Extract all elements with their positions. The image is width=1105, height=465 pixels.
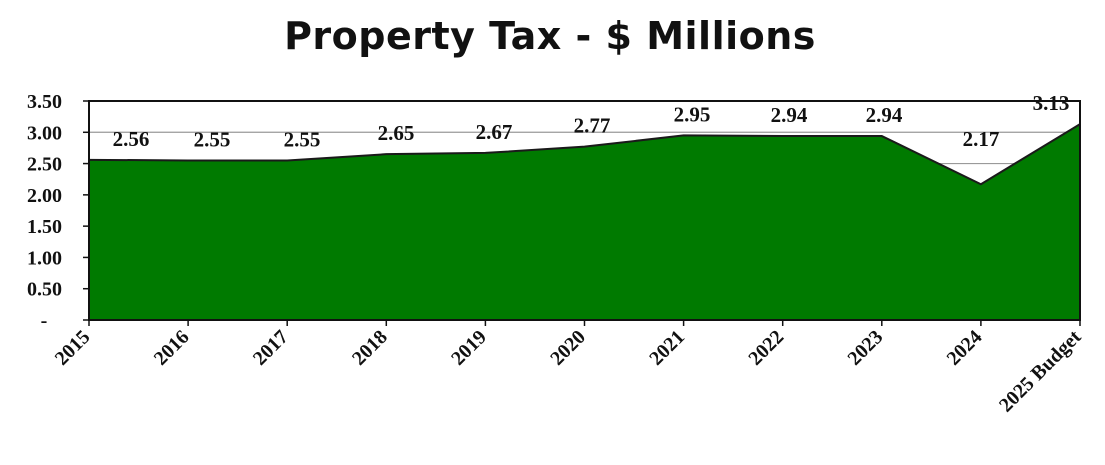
data-labels: 2.56 2.55 2.55 2.65 2.67 2.77 2.95 2.94 2.94 2.17… <box>113 91 1070 151</box>
data-label: 3.13 <box>1033 91 1070 115</box>
x-tick-label: 2025 Budget <box>995 326 1086 417</box>
y-axis: - 0.50 1.00 1.50 2.00 2.50 3.00 3.50 <box>27 91 89 332</box>
x-tick-label: 2023 <box>843 326 887 370</box>
series-area <box>88 123 1081 320</box>
data-label: 2.77 <box>574 114 611 138</box>
data-label: 2.67 <box>476 120 513 144</box>
data-label: 2.94 <box>771 103 808 127</box>
y-tick-label: 2.00 <box>27 185 62 207</box>
x-tick-label: 2015 <box>51 326 95 370</box>
x-tick-label: 2017 <box>249 326 293 370</box>
x-tick-label: 2020 <box>546 326 590 370</box>
data-label: 2.95 <box>674 102 711 126</box>
x-tick-label: 2016 <box>150 326 194 370</box>
chart-title: Property Tax - $ Millions <box>284 14 816 58</box>
x-tick-label: 2018 <box>348 326 392 370</box>
x-tick-label: 2021 <box>645 326 689 370</box>
data-label: 2.65 <box>378 121 415 145</box>
area-fill <box>89 124 1080 320</box>
data-label: 2.55 <box>194 127 231 151</box>
x-tick-label: 2022 <box>744 326 788 370</box>
data-label: 2.55 <box>284 127 321 151</box>
y-tick-label: 3.00 <box>27 122 62 144</box>
y-tick-label: 0.50 <box>27 279 62 301</box>
data-label: 2.94 <box>866 103 903 127</box>
y-tick-label: 1.00 <box>27 247 62 269</box>
series-line <box>88 123 1081 186</box>
y-tick-label: 2.50 <box>27 154 62 176</box>
data-label: 2.56 <box>113 127 150 151</box>
x-axis: 2015 2016 2017 2018 2019 2020 2021 2022 2023 2024… <box>51 320 1086 417</box>
data-label: 2.17 <box>963 127 1000 151</box>
y-tick-label: 3.50 <box>27 91 62 113</box>
x-tick-label: 2019 <box>447 326 491 370</box>
x-tick-label: 2024 <box>943 326 987 370</box>
y-tick-label: 1.50 <box>27 216 62 238</box>
y-tick-label: - <box>41 310 48 332</box>
